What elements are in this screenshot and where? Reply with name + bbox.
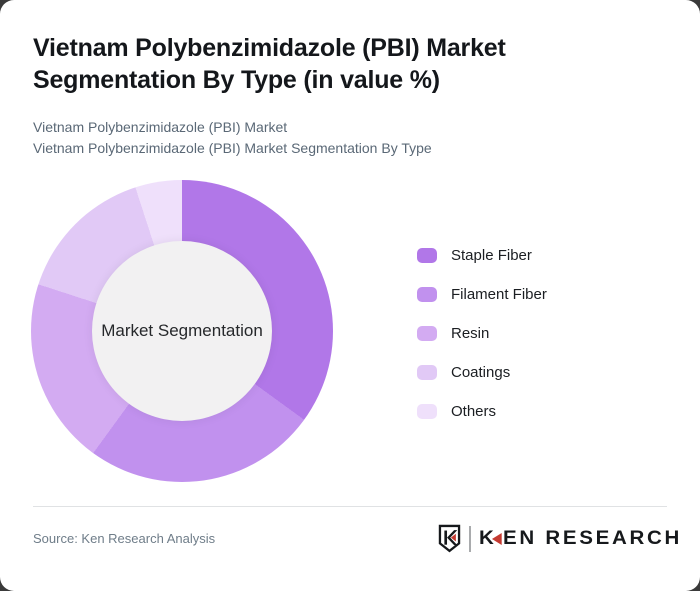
legend-item-others: Others [417, 402, 547, 420]
legend-label: Resin [451, 324, 490, 342]
legend-item-filament-fiber: Filament Fiber [417, 285, 547, 303]
legend-label: Others [451, 402, 497, 420]
legend-label: Coatings [451, 363, 511, 381]
chart-subtitle: Vietnam Polybenzimidazole (PBI) Market V… [33, 117, 432, 159]
ken-research-logo: K EN RESEARCH [438, 524, 679, 553]
legend-swatch-others [417, 403, 437, 419]
legend-swatch-coatings [417, 364, 437, 380]
page-title: Vietnam Polybenzimidazole (PBI) Market S… [33, 34, 506, 94]
donut-center-label: Market Segmentation [101, 321, 263, 340]
legend-swatch-staple-fiber [417, 247, 437, 263]
legend-swatch-filament-fiber [417, 286, 437, 302]
legend-label: Filament Fiber [451, 285, 547, 303]
source-text: Source: Ken Research Analysis [33, 531, 216, 546]
footer: Source: Ken Research Analysis K EN RESEA… [33, 524, 679, 553]
logo-word-k: K [478, 527, 497, 549]
logo-separator [468, 525, 471, 552]
chart-legend: Staple Fiber Filament Fiber Resin Coatin… [417, 246, 547, 420]
legend-label: Staple Fiber [451, 246, 532, 264]
logo-red-triangle-icon [492, 532, 502, 545]
legend-item-staple-fiber: Staple Fiber [417, 246, 547, 264]
footer-divider [33, 506, 667, 507]
logo-wordmark: K EN RESEARCH [479, 528, 682, 550]
subtitle-line-2: Vietnam Polybenzimidazole (PBI) Market S… [33, 140, 432, 156]
legend-item-coatings: Coatings [417, 363, 547, 381]
legend-item-resin: Resin [417, 324, 547, 342]
ken-research-shield-icon [438, 524, 461, 553]
legend-swatch-resin [417, 325, 437, 341]
donut-hole: Market Segmentation [92, 241, 272, 421]
logo-word-rest: EN RESEARCH [502, 527, 683, 549]
subtitle-line-1: Vietnam Polybenzimidazole (PBI) Market [33, 119, 288, 135]
